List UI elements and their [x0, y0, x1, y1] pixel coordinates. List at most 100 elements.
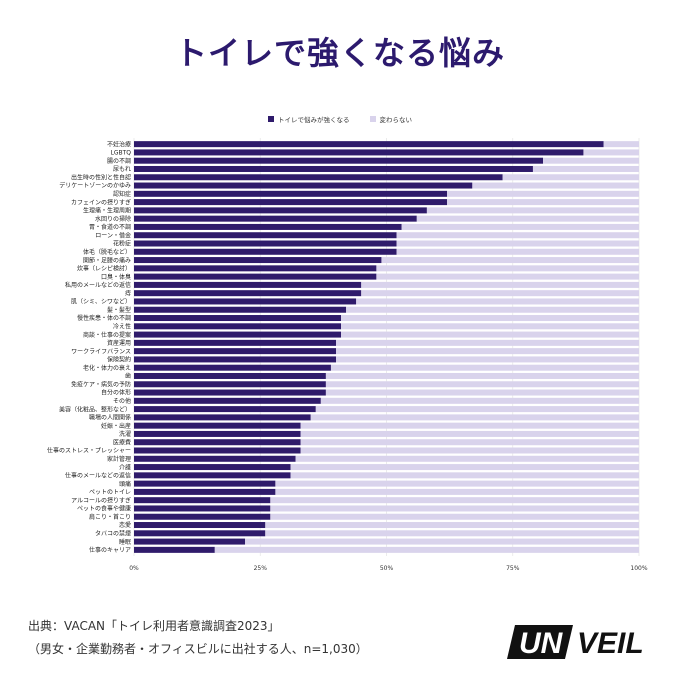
bar-unchanged [396, 240, 639, 247]
bar-stronger [134, 480, 276, 487]
category-label: 老化・体力の衰え [83, 364, 131, 372]
bar-unchanged [295, 455, 639, 462]
bar-stronger [134, 257, 382, 264]
bar-stronger [134, 464, 291, 471]
bar-unchanged [416, 215, 639, 222]
bar-unchanged [275, 480, 639, 487]
x-tick-label: 50% [380, 565, 394, 572]
bar-unchanged [543, 157, 639, 164]
bar-stronger [134, 513, 271, 520]
category-label: 商談・仕事の提案 [83, 331, 131, 339]
category-label: ペットの食事や健康 [77, 505, 131, 513]
bar-unchanged [502, 174, 639, 181]
bar-stronger [134, 430, 301, 437]
bar-unchanged [300, 422, 639, 429]
bar-stronger [134, 546, 215, 553]
bar-unchanged [270, 505, 639, 512]
bar-stronger [134, 248, 397, 255]
x-tick-label: 0% [129, 565, 139, 572]
bar-stronger [134, 530, 266, 537]
category-label: 頭痛 [119, 480, 131, 488]
category-label: 炊事（レシピ検討） [77, 265, 131, 273]
bar-unchanged [300, 447, 639, 454]
bar-unchanged [270, 513, 639, 520]
bar-unchanged [275, 488, 639, 495]
bar-unchanged [214, 546, 640, 553]
bar-stronger [134, 165, 533, 172]
bar-unchanged [320, 397, 639, 404]
bar-stronger [134, 182, 473, 189]
bar-unchanged [376, 265, 639, 272]
bar-stronger [134, 199, 448, 206]
category-label: 妊娠・出産 [101, 422, 131, 430]
bar-unchanged [583, 149, 639, 156]
category-label: 資産運用 [107, 339, 131, 347]
bar-stronger [134, 364, 331, 371]
category-label: 認知症 [113, 190, 131, 198]
category-label: 歯 [125, 372, 131, 380]
bar-stronger [134, 157, 544, 164]
legend-label-series-2: 変わらない [379, 116, 413, 124]
bar-unchanged [472, 182, 639, 189]
source-line-2: （男女・企業勤務者・オフィスビルに出社する人、n=1,030） [28, 642, 368, 656]
category-label: 睡眠 [119, 538, 131, 546]
bar-unchanged [325, 372, 639, 379]
category-label: 仕事のキャリア [89, 546, 131, 554]
bar-unchanged [300, 430, 639, 437]
bar-unchanged [341, 331, 639, 338]
bar-stronger [134, 455, 296, 462]
source-line-1: 出典：VACAN「トイレ利用者意識調査2023」 [28, 619, 280, 633]
bar-stronger [134, 397, 321, 404]
bar-stronger [134, 422, 301, 429]
logo-veil: VEIL [577, 627, 644, 659]
bar-stronger [134, 406, 316, 413]
bar-unchanged [447, 199, 639, 206]
category-label: ペットのトイレ [89, 489, 131, 496]
category-label: 水回りの掃除 [95, 215, 131, 223]
category-label: 医療費 [113, 438, 131, 446]
bar-unchanged [290, 464, 639, 471]
category-label: 腸の不調 [107, 157, 131, 165]
category-label: 体毛（脱毛など） [83, 248, 131, 256]
bar-unchanged [300, 439, 639, 446]
category-label: 花粉症 [113, 240, 131, 248]
category-label: 生理痛・生理周期 [83, 207, 131, 215]
category-label: 関節・足腰の痛み [83, 256, 131, 264]
bar-unchanged [336, 339, 639, 346]
bar-unchanged [336, 348, 639, 355]
bar-unchanged [290, 472, 639, 479]
category-label: 保険契約 [107, 356, 131, 364]
bar-unchanged [396, 232, 639, 239]
bar-stronger [134, 505, 271, 512]
bar-stronger [134, 190, 448, 197]
x-tick-label: 75% [506, 565, 520, 572]
bar-stronger [134, 149, 584, 156]
legend-item-series-1: トイレで悩みが強くなる [268, 114, 350, 124]
category-label: LGBTQ [111, 150, 132, 157]
bar-stronger [134, 439, 301, 446]
bar-unchanged [381, 257, 639, 264]
bar-stronger [134, 447, 301, 454]
bar-unchanged [325, 381, 639, 388]
category-label: 冷え性 [113, 323, 131, 331]
category-label: 胃・食道の不調 [89, 223, 131, 231]
category-label: タバコの禁煙 [95, 530, 131, 538]
bar-stronger [134, 356, 336, 363]
bar-stronger [134, 240, 397, 247]
bar-stronger [134, 414, 311, 421]
bar-stronger [134, 232, 397, 239]
bar-stronger [134, 389, 326, 396]
category-label: 介護 [119, 463, 131, 471]
bar-unchanged [361, 290, 639, 297]
bar-stronger [134, 372, 326, 379]
bar-unchanged [401, 223, 639, 230]
bar-stronger [134, 472, 291, 479]
category-label: 痔 [125, 289, 131, 297]
bar-stronger [134, 281, 362, 288]
bar-chart: 不妊治療 LGBTQ腸の不調尿もれ出生時の性別と性自認デリケートゾーンのかゆみ認知… [47, 138, 648, 572]
bar-stronger [134, 265, 377, 272]
category-label: カフェインの摂りすぎ [71, 198, 131, 206]
bar-stronger [134, 538, 246, 545]
category-label: 仕事のストレス・プレッシャー [47, 447, 131, 455]
logo-un: UN [519, 627, 564, 659]
